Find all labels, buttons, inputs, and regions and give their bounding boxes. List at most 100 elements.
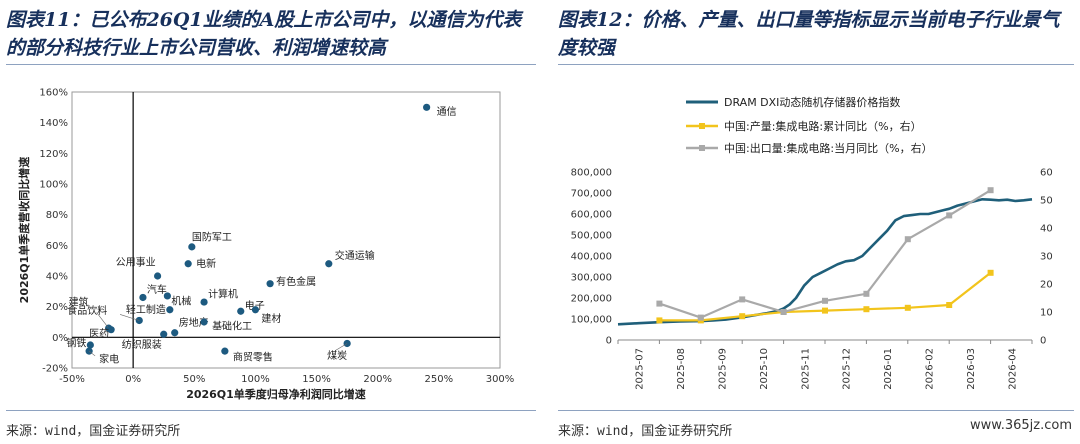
series-marker-ic-export	[987, 187, 994, 194]
point-label: 国防军工	[192, 230, 232, 243]
point-leader-line	[334, 343, 348, 351]
x-tick-label: 300%	[486, 374, 515, 385]
y-tick-label: 40%	[46, 272, 68, 283]
point-label: 基础化工	[212, 320, 252, 333]
x-tick-label: -50%	[59, 374, 85, 385]
y-left-tick-label: 400,000	[571, 252, 612, 263]
point-label: 煤炭	[327, 349, 347, 362]
x-tick-label: 2025-08	[676, 348, 687, 390]
x-tick-label: 2025-10	[759, 348, 770, 390]
scatter-point	[171, 329, 179, 337]
scatter-point	[221, 347, 229, 355]
left-source-rule	[6, 410, 536, 411]
left-chart-title: 图表11：已公布26Q1业绩的A股上市公司中，以通信为代表的部分科技行业上市公司…	[6, 9, 522, 59]
y-tick-label: 0%	[52, 333, 68, 344]
scatter-point	[154, 272, 162, 280]
point-label: 机械	[171, 294, 191, 307]
legend-label-ic-output: 中国:产量:集成电路:累计同比（%，右）	[724, 119, 922, 133]
scatter-chart: -50% 0% 50% 100% 150% 200% 250% 300% -20% 0% 20% 40…	[17, 88, 515, 402]
x-tick-label: 150%	[302, 374, 331, 385]
point-label: 医药	[89, 328, 109, 340]
point-label: 电子	[245, 299, 265, 312]
x-tick-label: 100%	[241, 374, 270, 385]
x-tick-label: 250%	[425, 374, 454, 385]
point-label: 商贸零售	[233, 351, 273, 364]
series-marker-ic-export	[904, 236, 911, 243]
y-left-tick-label: 100,000	[571, 315, 612, 326]
scatter-point	[325, 260, 333, 268]
point-leader-line	[96, 312, 109, 329]
scatter-point	[86, 341, 94, 349]
scatter-point	[188, 243, 196, 251]
x-axis-title: 2026Q1单季度归母净利润同比增速	[186, 387, 366, 401]
x-tick-label: 2026-03	[966, 348, 977, 390]
legend-label-ic-export: 中国:出口量:集成电路:当月同比（%，右）	[724, 141, 933, 155]
y-tick-label: 20%	[46, 302, 68, 313]
series-marker-ic-export	[863, 290, 870, 297]
series-marker-ic-output	[863, 306, 870, 313]
scatter-point	[163, 292, 171, 300]
y-left-tick-label: 800,000	[571, 168, 612, 179]
series-marker-ic-export	[946, 212, 953, 219]
x-tick-label: 2025-12	[842, 348, 853, 390]
x-tick-label: 200%	[363, 374, 392, 385]
series-marker-ic-output	[739, 313, 746, 320]
y-right-tick-label: 50	[1040, 196, 1053, 207]
scatter-point	[266, 280, 274, 288]
right-source-rule	[558, 410, 1074, 411]
series-marker-ic-output	[656, 317, 663, 324]
watermark: www.365jz.com	[970, 418, 1072, 433]
right-title-rule	[558, 64, 1074, 65]
y-tick-label: 80%	[46, 210, 68, 221]
series-marker-ic-output	[904, 304, 911, 311]
point-label: 家电	[99, 353, 119, 366]
point-label: 计算机	[208, 288, 238, 301]
y-tick-label: 140%	[39, 118, 68, 129]
y-right-tick-label: 30	[1040, 252, 1053, 263]
scatter-point	[107, 326, 115, 334]
point-label: 电新	[196, 257, 216, 270]
series-marker-ic-export	[780, 309, 787, 315]
series-marker-ic-export	[697, 314, 704, 321]
y-left-tick-label: 300,000	[571, 273, 612, 284]
series-marker-ic-export	[739, 296, 746, 303]
y-left-tick-label: 500,000	[571, 231, 612, 242]
point-label: 食品饮料	[67, 304, 107, 317]
y-tick-label: 160%	[39, 88, 68, 99]
x-tick-label: 2026-01	[883, 348, 894, 390]
y-right-tick-label: 0	[1040, 336, 1046, 347]
scatter-point	[184, 260, 192, 268]
y-right-tick-label: 60	[1040, 168, 1053, 179]
legend-marker-ic-output	[699, 123, 705, 129]
y-axis-title: 2026Q1单季度营收同比增速	[17, 157, 31, 304]
scatter-point	[423, 103, 431, 111]
legend-marker-ic-export	[699, 145, 705, 151]
y-left-tick-label: 600,000	[571, 210, 612, 221]
right-chart-title: 图表12：价格、产量、出口量等指标显示当前电子行业景气度较强	[558, 9, 1060, 59]
scatter-point	[200, 318, 208, 326]
point-label: 房地产	[179, 316, 209, 329]
y-right-tick-label: 20	[1040, 280, 1053, 291]
point-label: 通信	[437, 106, 457, 118]
point-label: 交通运输	[335, 249, 375, 262]
point-label: 有色金属	[276, 275, 316, 288]
point-label: 纺织服装	[122, 338, 162, 351]
series-marker-ic-export	[656, 300, 663, 307]
series-marker-ic-output	[822, 307, 828, 314]
scatter-point	[200, 298, 208, 306]
left-title-rule	[6, 64, 536, 65]
legend-label-dram: DRAM DXI动态随机存储器价格指数	[724, 95, 900, 109]
series-marker-ic-output	[946, 302, 953, 308]
scatter-point	[166, 306, 174, 314]
left-source-note: 来源：wind，国金证券研究所	[6, 424, 181, 439]
x-tick-label: 2025-09	[718, 348, 729, 390]
scatter-point	[139, 293, 147, 302]
y-right-tick-label: 40	[1040, 224, 1053, 235]
scatter-point	[251, 306, 260, 314]
y-tick-label: 100%	[39, 180, 68, 191]
point-leader-line	[119, 314, 140, 321]
series-line-dram	[617, 198, 1033, 326]
x-tick-label: 50%	[183, 374, 205, 385]
series-marker-ic-export	[822, 297, 828, 304]
scatter-point	[160, 330, 168, 338]
